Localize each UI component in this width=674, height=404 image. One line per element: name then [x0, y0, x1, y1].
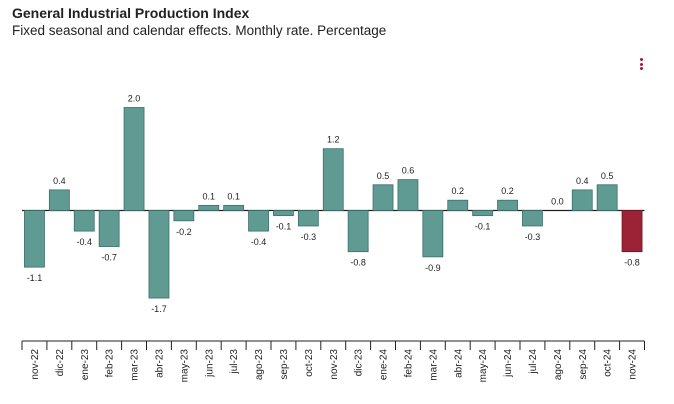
x-tick-label: may-23 — [179, 349, 190, 383]
x-tick-label: nov-24 — [628, 349, 639, 380]
x-tick-label: ago-24 — [553, 349, 564, 381]
data-label: -0.7 — [101, 253, 117, 263]
x-tick-label: oct-24 — [603, 349, 614, 377]
bar — [522, 210, 543, 227]
kebab-menu-icon[interactable] — [638, 58, 646, 74]
bar — [497, 199, 518, 211]
bar — [397, 179, 419, 211]
data-label: -0.8 — [350, 258, 366, 268]
x-tick-label: abr-23 — [154, 349, 165, 378]
x-tick-label: ene-23 — [80, 349, 91, 381]
menu-dot — [640, 62, 643, 66]
x-tick-label: jun-24 — [503, 349, 514, 378]
data-label: -0.3 — [525, 232, 541, 242]
x-tick-label: jul-24 — [528, 349, 539, 375]
bar — [198, 204, 220, 211]
bar — [422, 210, 444, 258]
data-label: 0.2 — [501, 186, 514, 196]
bar — [347, 210, 369, 253]
x-tick-label: jun-23 — [204, 349, 215, 378]
x-tick-label: sep-23 — [279, 349, 290, 380]
bar — [472, 210, 494, 217]
bar — [98, 210, 120, 247]
bar — [173, 210, 195, 222]
bar — [297, 210, 319, 227]
menu-dot — [640, 58, 643, 61]
data-label: 0.4 — [576, 176, 589, 186]
chart-subtitle: Fixed seasonal and calendar effects. Mon… — [12, 23, 387, 38]
data-label: -0.3 — [301, 232, 317, 242]
x-tick-label: mar-23 — [130, 349, 141, 381]
bar — [248, 210, 269, 232]
data-label: 0.0 — [551, 197, 564, 207]
bar — [596, 184, 618, 211]
data-label: 0.4 — [53, 176, 66, 186]
bar — [322, 148, 344, 211]
x-tick-label: feb-24 — [403, 349, 414, 378]
bar — [372, 184, 394, 211]
x-tick-label: ago-23 — [254, 349, 265, 381]
data-label: 1.2 — [327, 135, 340, 145]
data-label: 0.1 — [227, 191, 240, 201]
data-label: -1.1 — [27, 273, 43, 283]
x-tick-label: sep-24 — [578, 349, 589, 380]
data-label: -0.8 — [624, 258, 640, 268]
bar — [73, 210, 95, 232]
bar — [273, 210, 294, 217]
data-label: -0.1 — [276, 222, 292, 232]
x-tick-label: ene-24 — [379, 349, 390, 381]
x-tick-label: dic-23 — [354, 349, 365, 377]
x-tick-label: nov-22 — [30, 349, 41, 380]
chart-title: General Industrial Production Index — [12, 5, 250, 21]
bar — [148, 210, 170, 299]
bar — [621, 210, 643, 253]
x-tick-label: dic-22 — [55, 349, 66, 377]
data-label: 0.2 — [451, 186, 464, 196]
bar — [571, 189, 593, 211]
x-tick-label: feb-23 — [105, 349, 116, 378]
bar — [223, 204, 245, 211]
bar — [123, 107, 145, 211]
data-label: -0.9 — [425, 263, 441, 273]
x-tick-label: abr-24 — [453, 349, 464, 378]
data-label: 0.5 — [377, 171, 390, 181]
bar — [447, 199, 469, 211]
data-label: -0.4 — [251, 237, 267, 247]
data-label: -0.4 — [76, 237, 92, 247]
menu-dot — [640, 67, 643, 70]
bar — [48, 189, 70, 211]
data-label: -0.2 — [176, 227, 192, 237]
x-tick-label: oct-23 — [304, 349, 315, 377]
bar — [24, 210, 45, 268]
x-tick-label: nov-23 — [329, 349, 340, 380]
data-label: 2.0 — [128, 94, 141, 104]
data-label: 0.5 — [601, 171, 614, 181]
data-label: -1.7 — [151, 304, 167, 314]
x-tick-label: may-24 — [478, 349, 489, 383]
x-tick-label: jul-23 — [229, 349, 240, 375]
data-label: 0.6 — [402, 166, 415, 176]
x-tick-label: mar-24 — [428, 349, 439, 381]
data-label: -0.1 — [475, 222, 491, 232]
data-label: 0.1 — [202, 191, 215, 201]
